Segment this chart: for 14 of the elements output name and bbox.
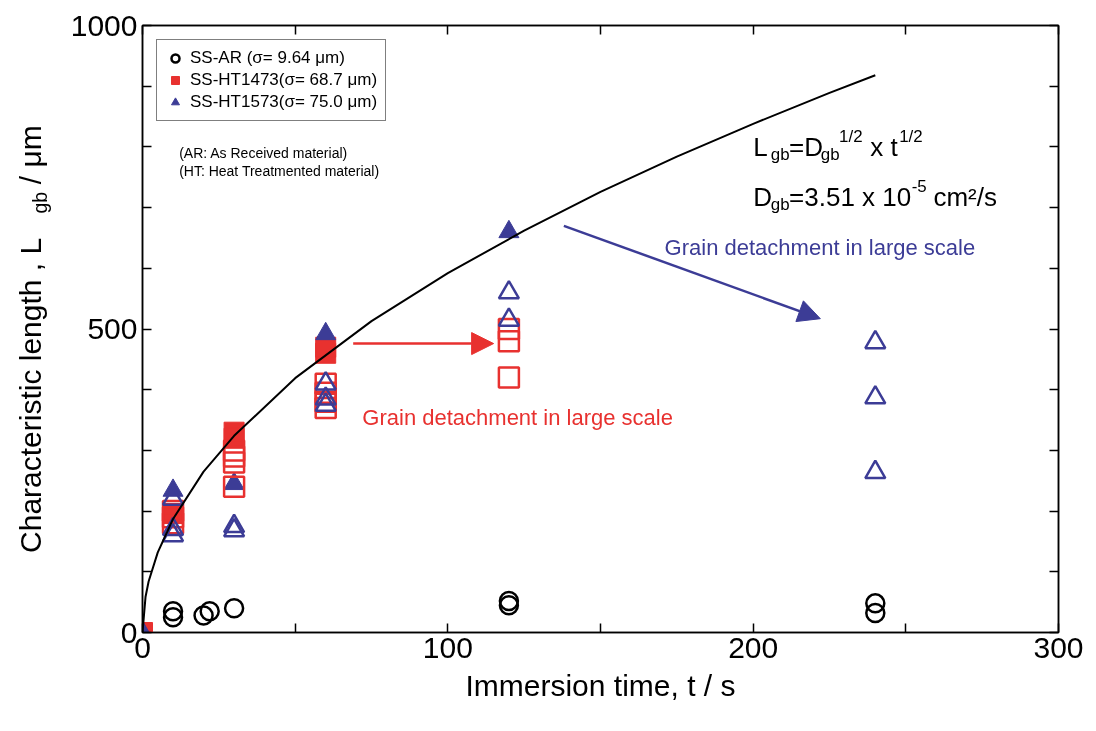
- y-tick-label: 1000: [70, 8, 138, 42]
- x-tick-label: 300: [1033, 630, 1084, 664]
- y-tick-label: 500: [87, 312, 138, 345]
- x-axis-title: Immersion time, t / s: [465, 668, 736, 702]
- x-tick-label: 200: [728, 630, 779, 664]
- legend-label: SS-AR (σ= 9.64 μm): [190, 48, 345, 68]
- annotation: (AR: As Received material): [179, 144, 348, 161]
- annotation: (HT: Heat Treatmented material): [179, 163, 380, 180]
- annotation: Grain detachment in large scale: [664, 234, 976, 260]
- y-axis-title: Characteristic length , Lgb / μm: [14, 125, 51, 553]
- legend-label: SS-HT1473(σ= 68.7 μm): [190, 70, 378, 90]
- x-tick-label: 100: [422, 630, 473, 664]
- annotation: Grain detachment in large scale: [362, 404, 673, 430]
- legend-label: SS-HT1573(σ= 75.0 μm): [190, 92, 378, 112]
